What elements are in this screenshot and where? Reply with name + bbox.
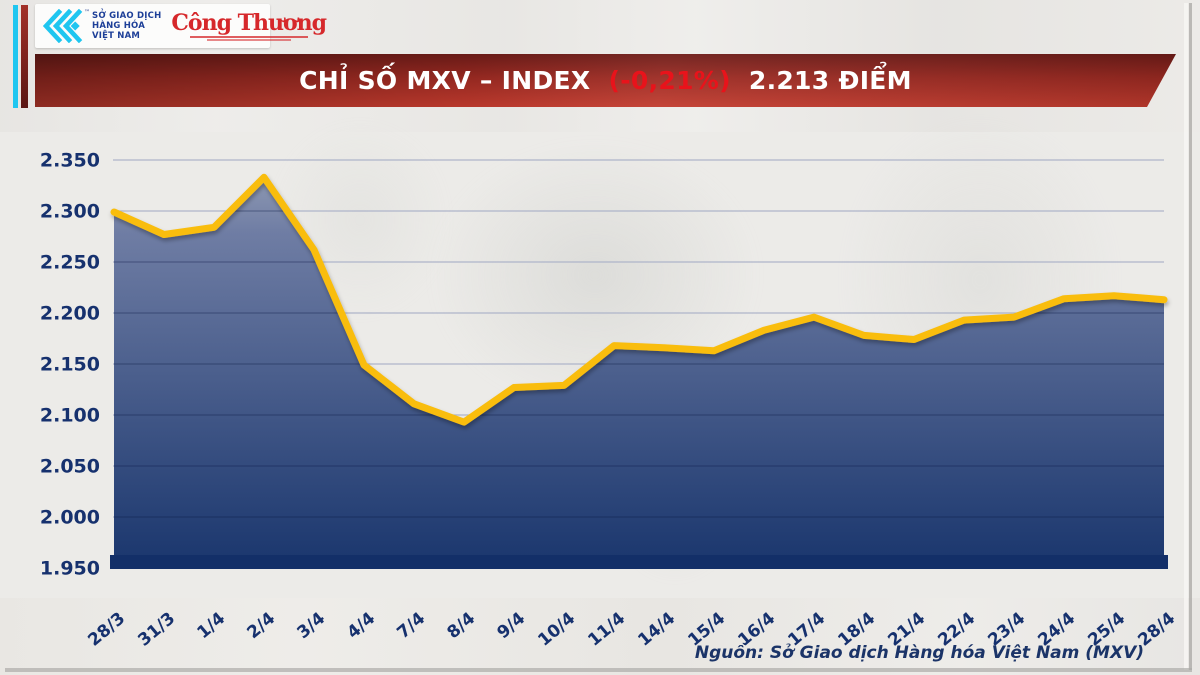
source-caption: Nguồn: Sở Giao dịch Hàng hóa Việt Nam (M…	[694, 643, 1144, 663]
mxv-org-line-2: HÀNG HÓA	[92, 20, 146, 31]
y-axis-tick-label: 2.150	[40, 354, 100, 376]
chart-title-points: 2.213 ĐIỂM	[748, 66, 912, 95]
page-edge-right	[1189, 3, 1192, 670]
trademark-symbol: ™	[84, 9, 90, 16]
congthuong-tagline-rule-2	[206, 39, 291, 41]
mxv-logo-icon	[43, 9, 83, 43]
y-axis-tick-label: 1.950	[40, 558, 100, 580]
y-axis-tick-label: 2.100	[40, 405, 100, 427]
x-axis-baseline	[110, 555, 1168, 569]
y-axis-tick-label: 2.200	[40, 303, 100, 325]
x-axis-tick-label: 7/4	[393, 608, 429, 643]
index-line	[110, 173, 1168, 426]
congthuong-tagline-rule	[189, 35, 308, 38]
page-edge-highlight	[1184, 3, 1188, 670]
x-axis-tick-label: 8/4	[443, 608, 479, 643]
x-axis-tick-label: 28/3	[84, 609, 129, 651]
x-axis-tick-label: 3/4	[293, 608, 329, 643]
x-axis-tick-label: 1/4	[193, 608, 229, 643]
y-axis-tick-label: 2.250	[40, 252, 100, 274]
title-banner: CHỈ SỐ MXV – INDEX (-0,21%) 2.213 ĐIỂM	[35, 54, 1176, 107]
x-axis-tick-label: 11/4	[584, 608, 629, 650]
index-area-fill	[114, 177, 1164, 563]
y-axis-tick-label: 2.050	[40, 456, 100, 478]
chart-title-main: CHỈ SỐ MXV – INDEX	[299, 66, 591, 95]
corner-accent-bar-red	[21, 5, 28, 108]
x-axis-tick-label: 31/3	[134, 609, 179, 651]
x-axis-tick-label: 4/4	[343, 608, 379, 643]
page-edge-bottom	[5, 668, 1192, 672]
chart-title-change-pct: (-0,21%)	[608, 66, 731, 95]
mxv-org-line-1: SỞ GIAO DỊCH	[92, 10, 162, 21]
congthuong-logo-text: Công Thương	[171, 9, 327, 36]
x-axis-tick-label: 9/4	[493, 608, 529, 643]
mxv-org-line-3: VIỆT NAM	[92, 31, 141, 42]
y-axis-tick-label: 2.350	[40, 150, 100, 172]
y-axis-tick-label: 2.000	[40, 507, 100, 529]
congthuong-logo: Công Thương	[171, 9, 327, 41]
x-axis-tick-label: 2/4	[243, 608, 279, 643]
corner-accent-bar-cyan	[13, 5, 18, 108]
mxv-org-name: SỞ GIAO DỊCH HÀNG HÓA VIỆT NAM	[92, 11, 161, 42]
logo-plate: ™ SỞ GIAO DỊCH HÀNG HÓA VIỆT NAM Công Th…	[35, 4, 327, 48]
x-axis-tick-label: 10/4	[534, 608, 579, 650]
chart-title: CHỈ SỐ MXV – INDEX (-0,21%) 2.213 ĐIỂM	[299, 66, 912, 95]
y-axis-tick-label: 2.300	[40, 201, 100, 223]
x-axis-tick-label: 14/4	[634, 608, 679, 650]
